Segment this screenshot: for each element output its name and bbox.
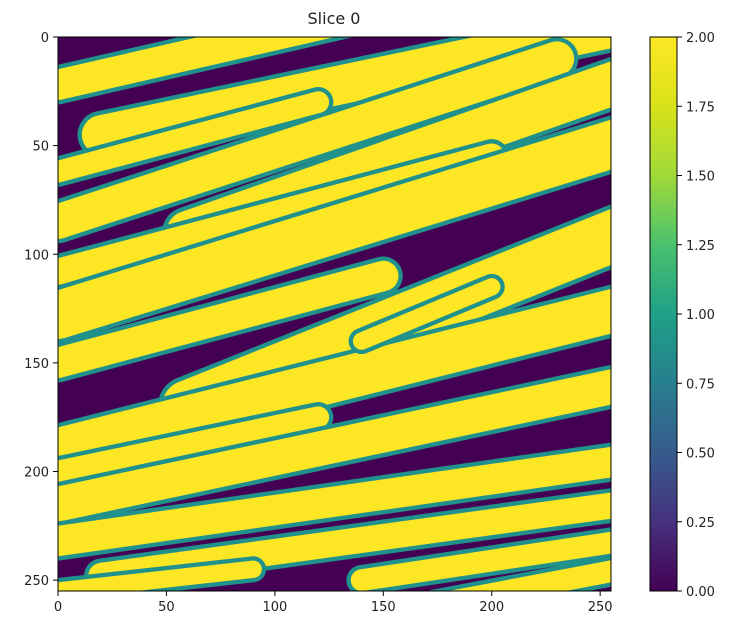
- colorbar-tick-label: 1.25: [686, 239, 715, 254]
- y-axis: 0 50 100 150 200 250: [24, 31, 58, 589]
- band-fill: [448, 560, 611, 591]
- colorbar-tick-label: 1.75: [686, 100, 715, 115]
- colorbar-tick-label: 2.00: [686, 31, 715, 46]
- band-fill: [58, 446, 611, 557]
- band-fill: [58, 288, 611, 472]
- band-fill: [58, 260, 399, 379]
- colorbar-tick-label: 1.50: [686, 170, 715, 185]
- band-fill: [58, 560, 262, 591]
- colorbar-tick-label: 0.25: [686, 516, 715, 531]
- y-tick-label: 250: [24, 574, 49, 589]
- x-tick-label: 50: [158, 600, 175, 615]
- x-tick-label: 100: [262, 600, 287, 615]
- band-fill: [350, 531, 611, 591]
- x-tick-label: 250: [588, 600, 613, 615]
- band-fill: [58, 119, 611, 339]
- band-fill: [58, 91, 330, 183]
- y-tick-label: 0: [41, 31, 49, 46]
- y-tick-label: 200: [24, 466, 49, 481]
- band-fill: [58, 406, 330, 483]
- plot-frame: [57, 36, 612, 592]
- band-fill: [58, 41, 575, 240]
- band-fill: [58, 369, 611, 522]
- chart-title: Slice 0: [308, 9, 361, 28]
- colorbar-axis: 0.00 0.25 0.50 0.75 1.00 1.25 1.50 1.75 2.00: [677, 31, 715, 600]
- colorbar-tick-label: 0.00: [686, 585, 715, 600]
- y-tick-label: 100: [24, 248, 49, 263]
- heatmap-image: [58, 37, 611, 591]
- colorbar-tick-label: 0.50: [686, 447, 715, 462]
- x-tick-label: 200: [479, 600, 504, 615]
- x-tick-label: 0: [54, 600, 62, 615]
- colorbar-tick-label: 1.00: [686, 308, 715, 323]
- x-tick-label: 150: [371, 600, 396, 615]
- y-tick-label: 50: [32, 140, 49, 155]
- y-tick-label: 150: [24, 357, 49, 372]
- heatmap-stripes: [58, 37, 611, 591]
- x-axis: 0 50 100 150 200 250: [54, 591, 613, 615]
- band-fill: [352, 278, 501, 350]
- colorbar: [649, 36, 678, 592]
- band-fill: [58, 37, 335, 100]
- colorbar-tick-label: 0.75: [686, 377, 715, 392]
